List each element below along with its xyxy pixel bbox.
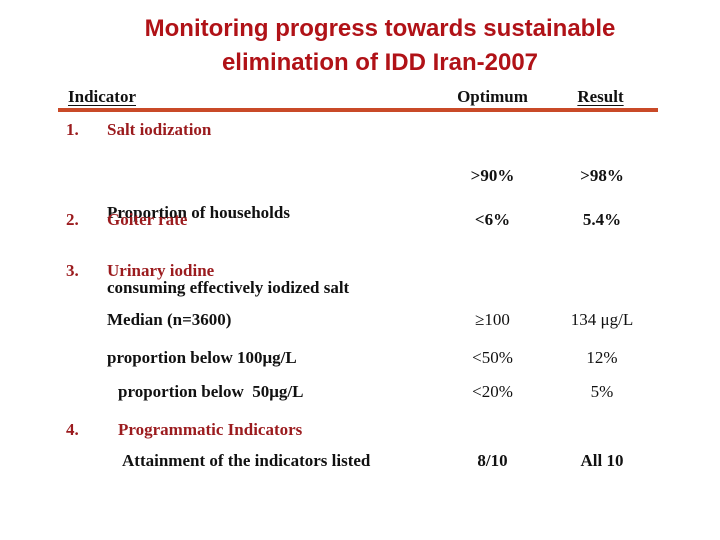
item-title-programmatic: Programmatic Indicators: [118, 420, 303, 439]
sub-label-below-50: proportion below 50μg/L: [118, 382, 304, 401]
title-line-1: Monitoring progress towards sustainable: [144, 15, 616, 42]
optimum-value-below-100: <50%: [472, 348, 513, 367]
result-value-salt: >98%: [580, 166, 624, 185]
sub-label-line-1: Proportion of households: [107, 203, 290, 222]
sub-label-attainment: Attainment of the indicators listed: [122, 451, 371, 470]
item-number-2: 2.: [66, 210, 79, 229]
optimum-value-attainment: 8/10: [477, 451, 508, 470]
item-number-1: 1.: [66, 120, 79, 139]
item-title-goiter-rate: Goiter rate: [107, 210, 188, 229]
result-value-attainment: All 10: [580, 451, 624, 470]
item-number-4: 4.: [66, 420, 79, 439]
header-indicator: Indicator: [68, 87, 136, 106]
item-title-salt-iodization: Salt iodization: [107, 120, 212, 139]
sub-label-median: Median (n=3600): [107, 310, 232, 329]
header-rule: [58, 108, 658, 112]
result-value-below-100: 12%: [586, 348, 618, 367]
optimum-value-below-50: <20%: [472, 382, 513, 401]
result-value-goiter: 5.4%: [582, 210, 622, 229]
optimum-value-median: ≥100: [475, 310, 510, 329]
item-number-3: 3.: [66, 261, 79, 280]
optimum-value-goiter: <6%: [474, 210, 511, 229]
header-result: Result: [577, 87, 624, 106]
sub-label-below-100: proportion below 100μg/L: [107, 348, 297, 367]
result-value-below-50: 5%: [590, 382, 614, 401]
sub-label-line-2: consuming effectively iodized salt: [107, 278, 350, 297]
slide-title: Monitoring progress towards sustainable …: [40, 12, 720, 80]
result-value-median: 134 μg/L: [570, 310, 634, 329]
item-title-urinary-iodine: Urinary iodine: [107, 261, 215, 280]
title-line-2: elimination of IDD Iran-2007: [221, 49, 539, 76]
header-optimum: Optimum: [457, 87, 528, 106]
optimum-value-salt: >90%: [470, 166, 515, 185]
sub-label-households: Proportion of households consuming effec…: [107, 150, 349, 350]
